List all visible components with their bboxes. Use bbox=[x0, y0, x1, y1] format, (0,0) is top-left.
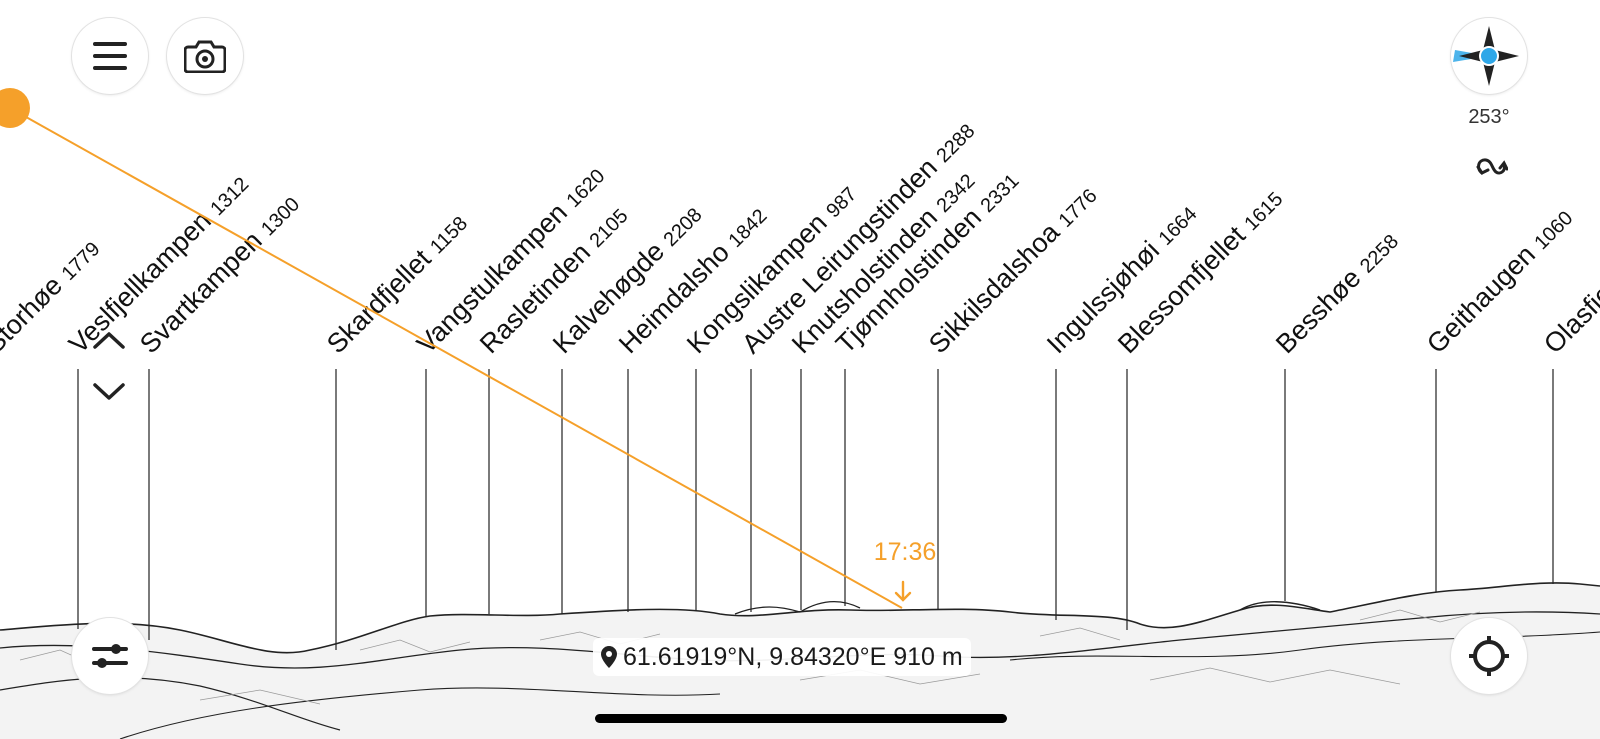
sunset-arrow-icon bbox=[894, 580, 912, 602]
peak-label[interactable]: Besshøe2258 bbox=[1270, 226, 1404, 360]
peak-elevation: 2258 bbox=[1356, 231, 1403, 278]
peak-elevation: 2331 bbox=[976, 170, 1023, 217]
compass-heading: 253° bbox=[1468, 106, 1510, 128]
peak-elevation: 1300 bbox=[257, 193, 304, 240]
peak-label[interactable]: Tjønnholstinden2331 bbox=[830, 165, 1024, 359]
location-pin-icon bbox=[601, 646, 617, 668]
peak-name: Besshøe bbox=[1270, 263, 1367, 360]
peak-name: Storhøe bbox=[0, 270, 68, 359]
peak-elevation: 987 bbox=[822, 183, 861, 222]
hamburger-menu-icon bbox=[93, 42, 127, 70]
chevron-down-icon[interactable] bbox=[92, 382, 126, 402]
home-indicator[interactable] bbox=[595, 714, 1007, 723]
compass-icon bbox=[1453, 26, 1519, 86]
locate-button[interactable] bbox=[1451, 618, 1527, 694]
peak-elevation: 1158 bbox=[426, 212, 472, 258]
peak-elevation: 1779 bbox=[58, 238, 105, 285]
peak-elevation: 1842 bbox=[724, 205, 771, 252]
peak-name: Blessomfjellet bbox=[1112, 220, 1251, 359]
peak-name: Geithaugen bbox=[1421, 239, 1541, 359]
peak-elevation: 2288 bbox=[932, 120, 979, 167]
location-text: 61.61919°N, 9.84320°E 910 m bbox=[623, 642, 963, 671]
sun-marker[interactable] bbox=[0, 88, 30, 128]
crosshair-icon bbox=[1469, 636, 1509, 676]
sunset-time-label: 17:36 bbox=[874, 538, 937, 566]
peak-elevation: 1312 bbox=[206, 173, 253, 220]
camera-button[interactable] bbox=[167, 18, 243, 94]
location-readout: 61.61919°N, 9.84320°E 910 m bbox=[593, 638, 971, 676]
peak-label[interactable]: Olasfjellet bbox=[1538, 254, 1600, 359]
sync-icon[interactable] bbox=[1474, 155, 1508, 181]
peak-elevation: 1615 bbox=[1240, 188, 1287, 235]
peak-elevation: 2208 bbox=[660, 204, 707, 251]
camera-icon bbox=[184, 40, 226, 73]
menu-button[interactable] bbox=[72, 18, 148, 94]
sun-path-line bbox=[9, 107, 903, 609]
filter-button[interactable] bbox=[72, 618, 148, 694]
peak-elevation: 2105 bbox=[585, 205, 632, 252]
peak-elevation: 1664 bbox=[1155, 203, 1202, 250]
peak-name: Olasfjellet bbox=[1538, 254, 1600, 359]
peak-elevation: 1620 bbox=[562, 165, 609, 212]
peak-elevation: 1060 bbox=[1530, 207, 1577, 254]
sliders-icon bbox=[92, 644, 128, 668]
peak-lines bbox=[77, 369, 1554, 650]
compass-button[interactable] bbox=[1451, 18, 1527, 94]
peak-elevation: 1776 bbox=[1055, 185, 1102, 232]
chevron-up-icon[interactable] bbox=[92, 330, 126, 350]
